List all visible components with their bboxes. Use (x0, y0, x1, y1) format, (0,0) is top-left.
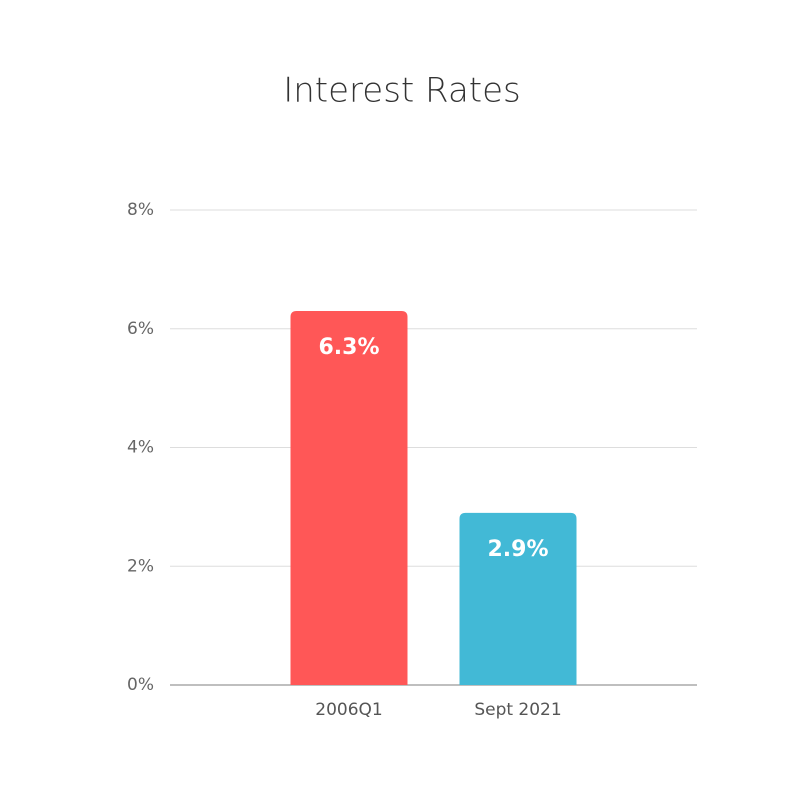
y-tick-label: 0% (127, 675, 154, 695)
x-tick-label: Sept 2021 (474, 700, 561, 720)
x-tick-label: 2006Q1 (315, 700, 382, 720)
value-label: 2.9% (487, 537, 548, 562)
y-tick-label: 2% (127, 556, 154, 576)
value-label: 6.3% (318, 335, 379, 360)
bar (290, 310, 408, 685)
chart-title: Interest Rates (283, 71, 521, 111)
y-tick-label: 8% (127, 200, 154, 220)
bar (459, 512, 577, 685)
y-tick-label: 6% (127, 319, 154, 339)
y-tick-label: 4% (127, 438, 154, 458)
